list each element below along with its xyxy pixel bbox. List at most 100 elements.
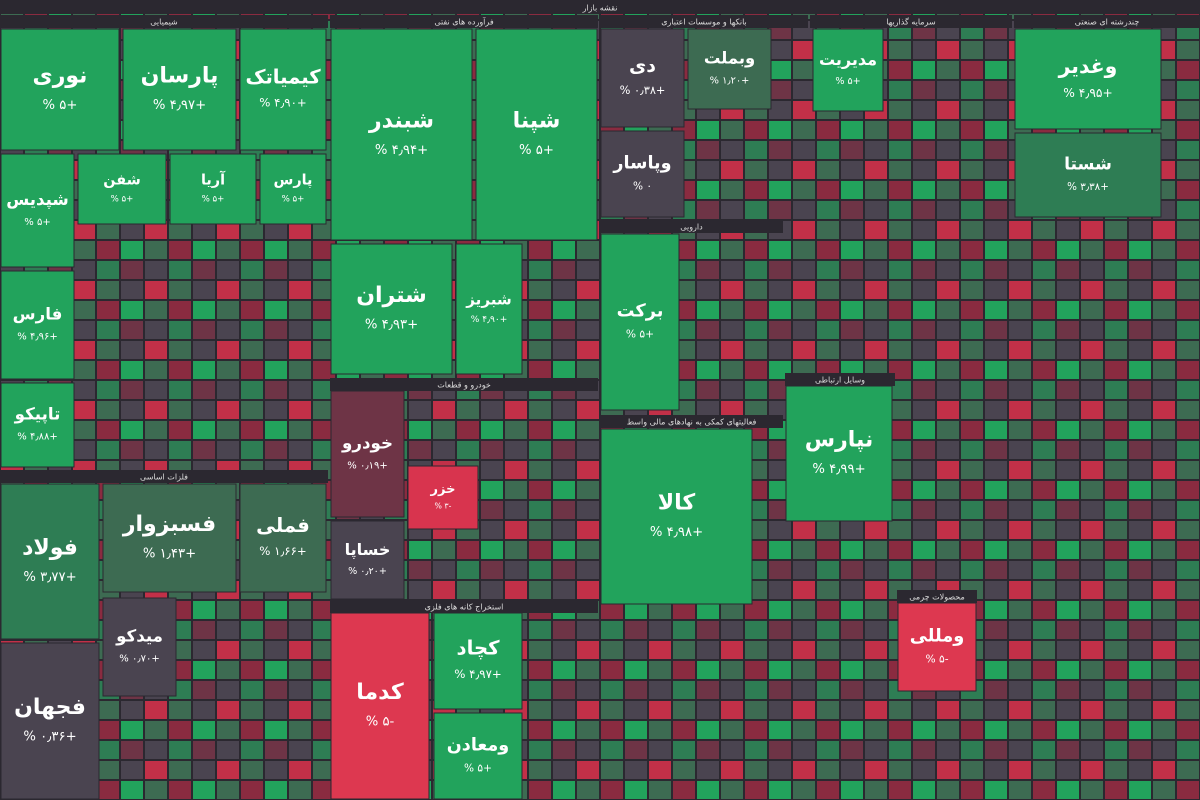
tile-change: +۳٫۷۷ % [23,570,76,585]
tile-name: شپنا [513,108,561,133]
tile-change: +۵ % [464,762,492,774]
tile-change: +۱٫۶۶ % [259,544,306,558]
tile [102,483,237,593]
tile-change: +۴٫۹۷ % [454,667,502,681]
tile-name: وبملت [704,49,755,69]
tile-name: فولاد [22,535,78,560]
tile [0,382,75,468]
tile-name: شستا [1064,155,1112,175]
tile-name: برکت [617,301,664,321]
sector-header [1014,15,1200,28]
tile-change: +۵ % [835,76,860,87]
tile-name: خزر [430,482,456,497]
tile-change: +۵ % [43,98,78,113]
tile-name: شبندر [368,108,434,133]
tile [0,270,75,380]
tile [0,642,100,800]
sector-name: سرمایه گذاریها [886,17,936,27]
tile-change: +۵ % [202,195,225,205]
tile-name: شتران [356,283,427,308]
tile-name: ومعادن [447,735,509,755]
tile [169,153,257,225]
tile-name: پارس [274,172,313,188]
sector-name: فرآورده های نفتی [434,17,493,27]
sector-name: فلزات اساسی [140,473,188,482]
tile [897,602,977,692]
tile-change: ۰ % [633,180,652,192]
tile-change: +۴٫۹۰ % [471,315,508,325]
tile [600,428,753,605]
tile-change: -۵ % [925,652,948,665]
tile-name: مدیریت [819,50,877,69]
tile-change: +۰٫۷۰ % [119,654,159,665]
tile [600,130,685,218]
sector-header [600,220,783,233]
tile [239,483,327,593]
sector-name: چندرشته ای صنعتی [1075,18,1140,27]
sector-header [600,15,808,28]
tile [330,243,453,375]
tile-change: -۳ % [435,502,452,511]
tile [77,153,167,225]
sector-name: استخراج کانه های فلزی [425,603,504,612]
tile-change: +۱٫۲۰ % [710,75,750,86]
tile-name: ومللی [910,626,965,646]
sector-header [600,415,783,428]
sector-name: فعالیتهای کمکی به نهادهای مالی واسط [627,418,757,427]
tile [1014,132,1162,218]
sector-header [330,600,598,613]
tile-change: +۴٫۹۶ % [17,332,57,343]
tile-name: کیمیاتک [245,65,321,88]
tile [0,153,75,268]
tile-name: فسبزوار [122,512,216,537]
tile-change: +۳٫۳۸ % [1067,181,1109,193]
tile [475,28,598,241]
tile-name: شپدیس [6,190,69,210]
tile [600,28,685,128]
sector-header [0,15,328,28]
tile [785,385,893,522]
tile-change: +۴٫۹۸ % [650,525,703,540]
tile-name: وغدیر [1058,54,1118,78]
tile-name: دی [629,55,656,77]
tile-change: +۴٫۹۷ % [153,98,206,113]
tile-change: +۵ % [111,195,134,205]
tile [330,390,405,518]
tile [330,28,473,241]
sector-name: وسایل ارتباطی [815,376,865,385]
tile [455,243,523,375]
tile-change: +۵ % [626,327,654,340]
tile [687,28,772,110]
tile-name: شبریز [465,290,512,308]
tile-change: +۰٫۳۸ % [620,83,666,97]
tile-name: وپاسار [612,153,671,173]
tile [122,28,237,151]
tile-change: +۵ % [519,143,554,158]
tile-change: +۴٫۹۹ % [812,462,865,477]
tile-name: پارسان [141,63,219,88]
tile-name: کالا [658,490,696,515]
tile-change: +۴٫۹۳ % [365,317,418,332]
tile [0,483,100,640]
tile-name: خودرو [341,434,393,454]
sector-name: دارویی [680,223,703,232]
title-bar [0,0,1200,14]
sector-header [785,373,895,386]
sector-name: بانکها و موسسات اعتباری [661,18,747,27]
sector-header [0,470,328,483]
tile [1014,28,1162,130]
sector-header [810,15,1012,28]
tile [330,520,405,600]
tile [0,28,120,151]
tile [600,233,680,411]
tile [812,28,884,112]
tile [407,465,479,530]
sector-header [330,378,598,391]
tile-change: +۴٫۸۸ % [17,432,57,443]
tile [102,597,177,697]
tile [259,153,327,225]
tile-change: +۵ % [24,217,50,228]
tile-name: میدکو [115,627,163,647]
sector-header [330,15,598,28]
tile-name: آریا [201,170,226,188]
